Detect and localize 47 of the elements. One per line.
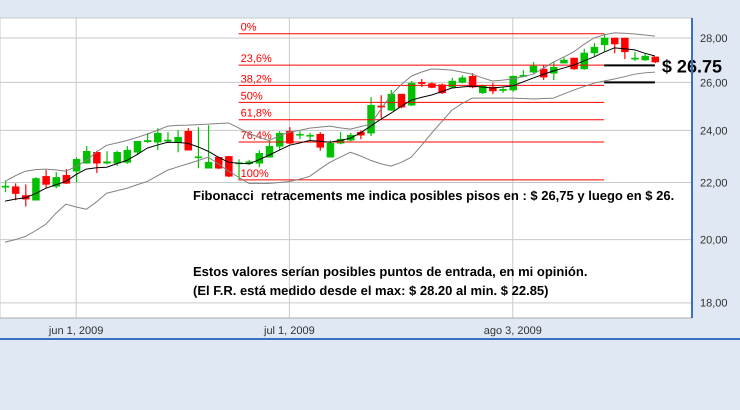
candlestick xyxy=(154,128,162,151)
annotation: 38,2% xyxy=(240,73,272,86)
annotation: 0% xyxy=(240,22,257,34)
candlestick xyxy=(124,145,132,164)
candlestick xyxy=(42,170,50,189)
y-tick-label: 28,00 xyxy=(700,32,728,45)
candlestick xyxy=(72,156,80,183)
y-tick-label: 18,00 xyxy=(700,298,728,310)
candlestick xyxy=(194,126,202,169)
candlestick xyxy=(204,124,212,169)
candlestick xyxy=(326,140,334,158)
annotation: (El F.R. está medido desde el max: $ 28.20 al min. $ 22.85) xyxy=(193,283,548,298)
candlestick xyxy=(256,150,264,168)
candlestick xyxy=(164,132,172,144)
candlestick xyxy=(610,37,618,54)
y-tick-label: 26,00 xyxy=(700,77,728,90)
candlestick xyxy=(174,130,182,153)
candlestick xyxy=(621,37,629,60)
candlestick xyxy=(144,132,152,144)
y-tick-label: 22,00 xyxy=(700,177,728,190)
candlestick xyxy=(32,176,40,201)
annotation: 100% xyxy=(240,168,269,180)
annotation: 76,4% xyxy=(240,130,272,142)
y-tick-label: 20,00 xyxy=(700,234,728,247)
candlestick xyxy=(82,145,90,164)
x-tick-label: jul 1, 2009 xyxy=(263,324,315,337)
annotation: 23,6% xyxy=(240,53,272,66)
candlestick xyxy=(631,51,639,62)
annotation: 50% xyxy=(240,90,263,102)
candlestick xyxy=(184,128,192,151)
annotation: 61,8% xyxy=(240,108,272,120)
candlestick xyxy=(134,140,142,156)
candlestick xyxy=(12,182,20,201)
candlestick xyxy=(113,150,121,166)
annotation: Fibonacci retracements me indica posibles pisos en : $ 26,75 y luego en $ 26. xyxy=(193,187,676,205)
candlestick xyxy=(93,150,101,174)
candlestick xyxy=(590,42,598,58)
x-tick-label: jun 1, 2009 xyxy=(48,324,104,337)
annotation: Estos valores serían posibles puntos de entrada, en mi opinión. xyxy=(193,263,588,281)
x-tick-label: ago 3, 2009 xyxy=(484,324,542,337)
candlestick xyxy=(2,180,10,193)
y-tick-label: 24,00 xyxy=(700,125,728,138)
candlestick xyxy=(103,150,111,165)
candlestick xyxy=(530,61,538,74)
candlestick xyxy=(600,33,608,52)
line-series xyxy=(4,72,656,243)
line-series xyxy=(4,32,656,182)
